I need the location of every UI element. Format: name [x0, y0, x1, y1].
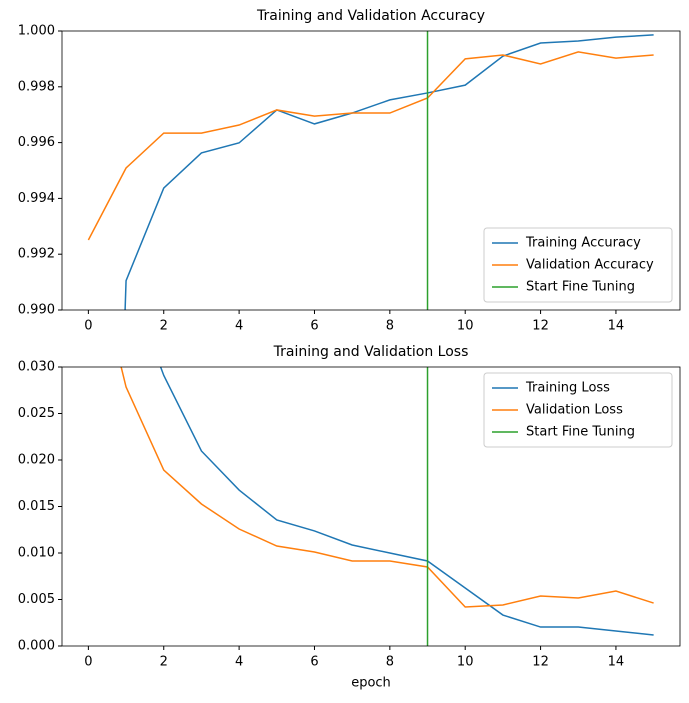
legend-box [483, 227, 673, 303]
x-tick-label: 2 [160, 655, 168, 670]
y-tick-label: 0.998 [18, 79, 55, 94]
y-tick-label: 0.015 [18, 499, 55, 514]
x-tick-label: 8 [386, 655, 394, 670]
y-tick-label: 0.005 [18, 592, 55, 607]
legend-label: Start Fine Tuning [526, 280, 635, 295]
x-axis-label: epoch [351, 676, 391, 691]
x-tick-label: 12 [532, 319, 549, 334]
y-tick-label: 0.025 [18, 406, 55, 421]
x-tick-label: 6 [310, 319, 318, 334]
plot-area [87, 31, 654, 310]
series-line [159, 367, 654, 636]
x-tick-label: 4 [235, 655, 243, 670]
x-tick-label: 10 [457, 319, 474, 334]
x-tick-label: 12 [532, 655, 549, 670]
y-tick-label: 0.996 [18, 135, 55, 150]
series-line [87, 51, 654, 241]
x-tick-label: 6 [310, 655, 318, 670]
y-tick-label: 0.994 [18, 191, 55, 206]
legend-label: Training Accuracy [525, 236, 641, 251]
y-tick-label: 0.030 [18, 360, 55, 375]
x-tick-label: 14 [608, 655, 625, 670]
legend-label: Validation Loss [526, 403, 623, 418]
series-line [120, 367, 654, 608]
y-tick-label: 0.990 [18, 303, 55, 318]
legend-label: Training Loss [525, 381, 610, 396]
y-tick-label: 0.992 [18, 247, 55, 262]
y-tick-label: 0.020 [18, 453, 55, 468]
chart-title: Training and Validation Loss [273, 344, 469, 360]
x-tick-label: 0 [84, 655, 92, 670]
plot-area [120, 367, 654, 646]
legend-label: Validation Accuracy [526, 258, 654, 273]
x-tick-label: 0 [84, 319, 92, 334]
y-tick-label: 0.000 [18, 639, 55, 654]
x-tick-label: 8 [386, 319, 394, 334]
y-tick-label: 1.000 [18, 24, 55, 39]
x-tick-label: 10 [457, 655, 474, 670]
x-tick-label: 2 [160, 319, 168, 334]
y-tick-label: 0.010 [18, 546, 55, 561]
chart-title: Training and Validation Accuracy [256, 8, 485, 24]
axes-frame [61, 366, 681, 647]
axes-frame [61, 30, 681, 311]
legend-box [483, 372, 673, 448]
legend-label: Start Fine Tuning [526, 425, 635, 440]
series-line [124, 34, 654, 310]
x-tick-label: 14 [608, 319, 625, 334]
x-tick-label: 4 [235, 319, 243, 334]
